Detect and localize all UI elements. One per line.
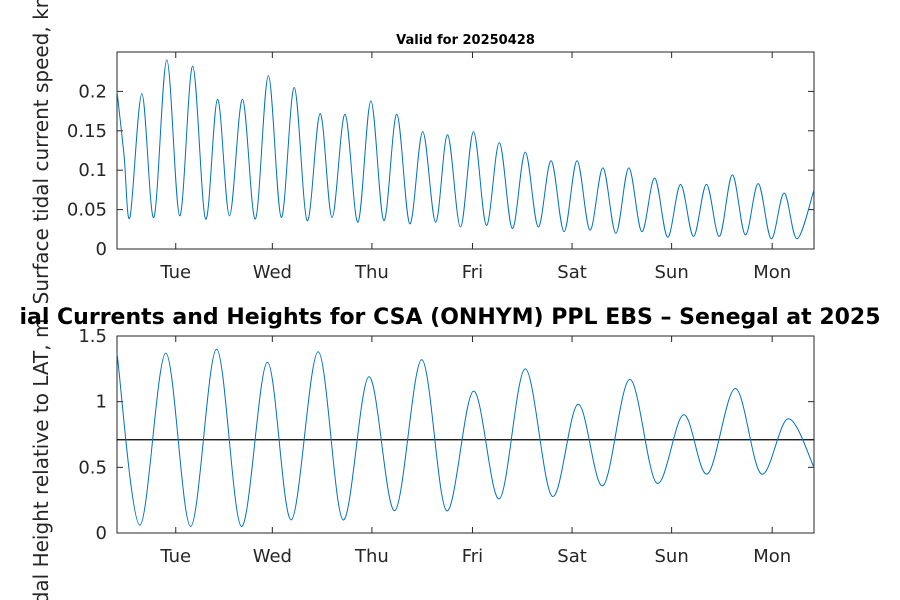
y-tick-label: 0.05 (67, 200, 107, 221)
y-tick-label: 0 (96, 239, 107, 260)
y-tick-label: 0.2 (78, 81, 107, 102)
figure-suptitle: ial Currents and Heights for CSA (ONHYM)… (19, 305, 880, 330)
x-tick-label: Sat (557, 262, 587, 283)
x-tick-label: Tue (159, 546, 191, 567)
y-axis-label: Surface tidal current speed, kn (29, 0, 53, 304)
series-line (116, 59, 815, 240)
x-tick-label: Thu (354, 546, 389, 567)
y-tick-label: 0 (96, 523, 107, 544)
x-tick-label: Mon (753, 546, 791, 567)
x-tick-label: Sat (557, 546, 587, 567)
y-tick-label: 0.15 (67, 121, 107, 142)
y-tick-label: 0.1 (78, 160, 107, 181)
y-tick-label: 1 (96, 392, 107, 413)
plot-title: Valid for 20250428 (396, 33, 535, 48)
x-tick-label: Wed (253, 262, 292, 283)
x-tick-label: Sun (654, 262, 688, 283)
y-axis-label: Tidal Height relative to LAT, m (29, 319, 53, 600)
x-tick-label: Fri (462, 262, 483, 283)
axes-box (116, 51, 815, 250)
y-tick-label: 1.5 (78, 326, 107, 347)
y-tick-label: 0.5 (78, 457, 107, 478)
x-tick-label: Tue (159, 262, 191, 283)
x-tick-label: Fri (462, 546, 483, 567)
x-tick-label: Sun (654, 546, 688, 567)
x-tick-label: Thu (354, 262, 389, 283)
axes-box (116, 335, 815, 534)
series-line (116, 348, 815, 527)
subplot-2: Tue Wed Thu Fri Sat Sun Mon 0 0.5 1 1.5 Tidal Heigh… (29, 319, 815, 600)
x-tick-label: Wed (253, 546, 292, 567)
subplot-1: Tue Wed Thu Fri Sat Sun Mon 0 0.05 0.1 0.15 0.2 Vali… (29, 0, 815, 304)
x-tick-label: Mon (753, 262, 791, 283)
